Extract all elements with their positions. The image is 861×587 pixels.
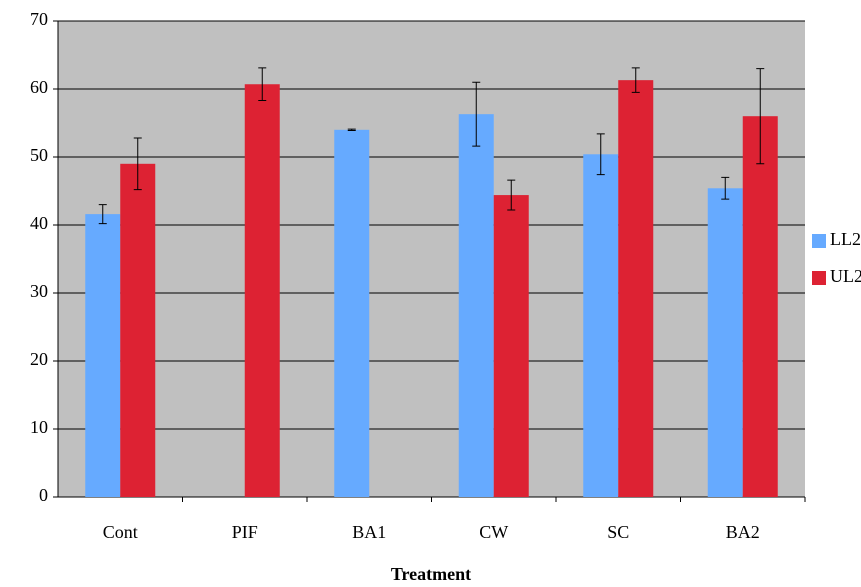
- bar: [743, 116, 778, 497]
- x-tick-label: PIF: [232, 522, 258, 542]
- y-tick-label: 30: [30, 281, 48, 301]
- y-tick-label: 50: [30, 145, 48, 165]
- bar: [708, 188, 743, 497]
- bar: [459, 114, 494, 497]
- x-tick-label: SC: [607, 522, 629, 542]
- bar: [120, 164, 155, 497]
- y-tick-label: 40: [30, 213, 48, 233]
- x-tick-label: CW: [479, 522, 508, 542]
- legend-swatch: [812, 234, 826, 248]
- y-tick-label: 70: [30, 9, 48, 29]
- bar: [618, 80, 653, 497]
- bar: [494, 195, 529, 497]
- x-axis-title: Treatment: [391, 564, 471, 584]
- y-tick-label: 60: [30, 77, 48, 97]
- legend-label: UL2: [830, 266, 861, 286]
- bar: [85, 214, 120, 497]
- legend-swatch: [812, 271, 826, 285]
- chart: Treatment 0 10 20 30 40 50 60 70 Cont PIF BA1 CW SC B…: [0, 0, 861, 587]
- x-tick-label: BA2: [726, 522, 760, 542]
- y-tick-label: 20: [30, 349, 48, 369]
- plot-area: [58, 21, 805, 497]
- bar: [334, 130, 369, 497]
- x-tick-label: BA1: [352, 522, 386, 542]
- x-tick-label: Cont: [103, 522, 138, 542]
- bar: [245, 84, 280, 497]
- y-tick-label: 10: [30, 417, 48, 437]
- legend-label: LL2: [830, 229, 861, 249]
- y-tick-label: 0: [39, 485, 48, 505]
- bar: [583, 154, 618, 497]
